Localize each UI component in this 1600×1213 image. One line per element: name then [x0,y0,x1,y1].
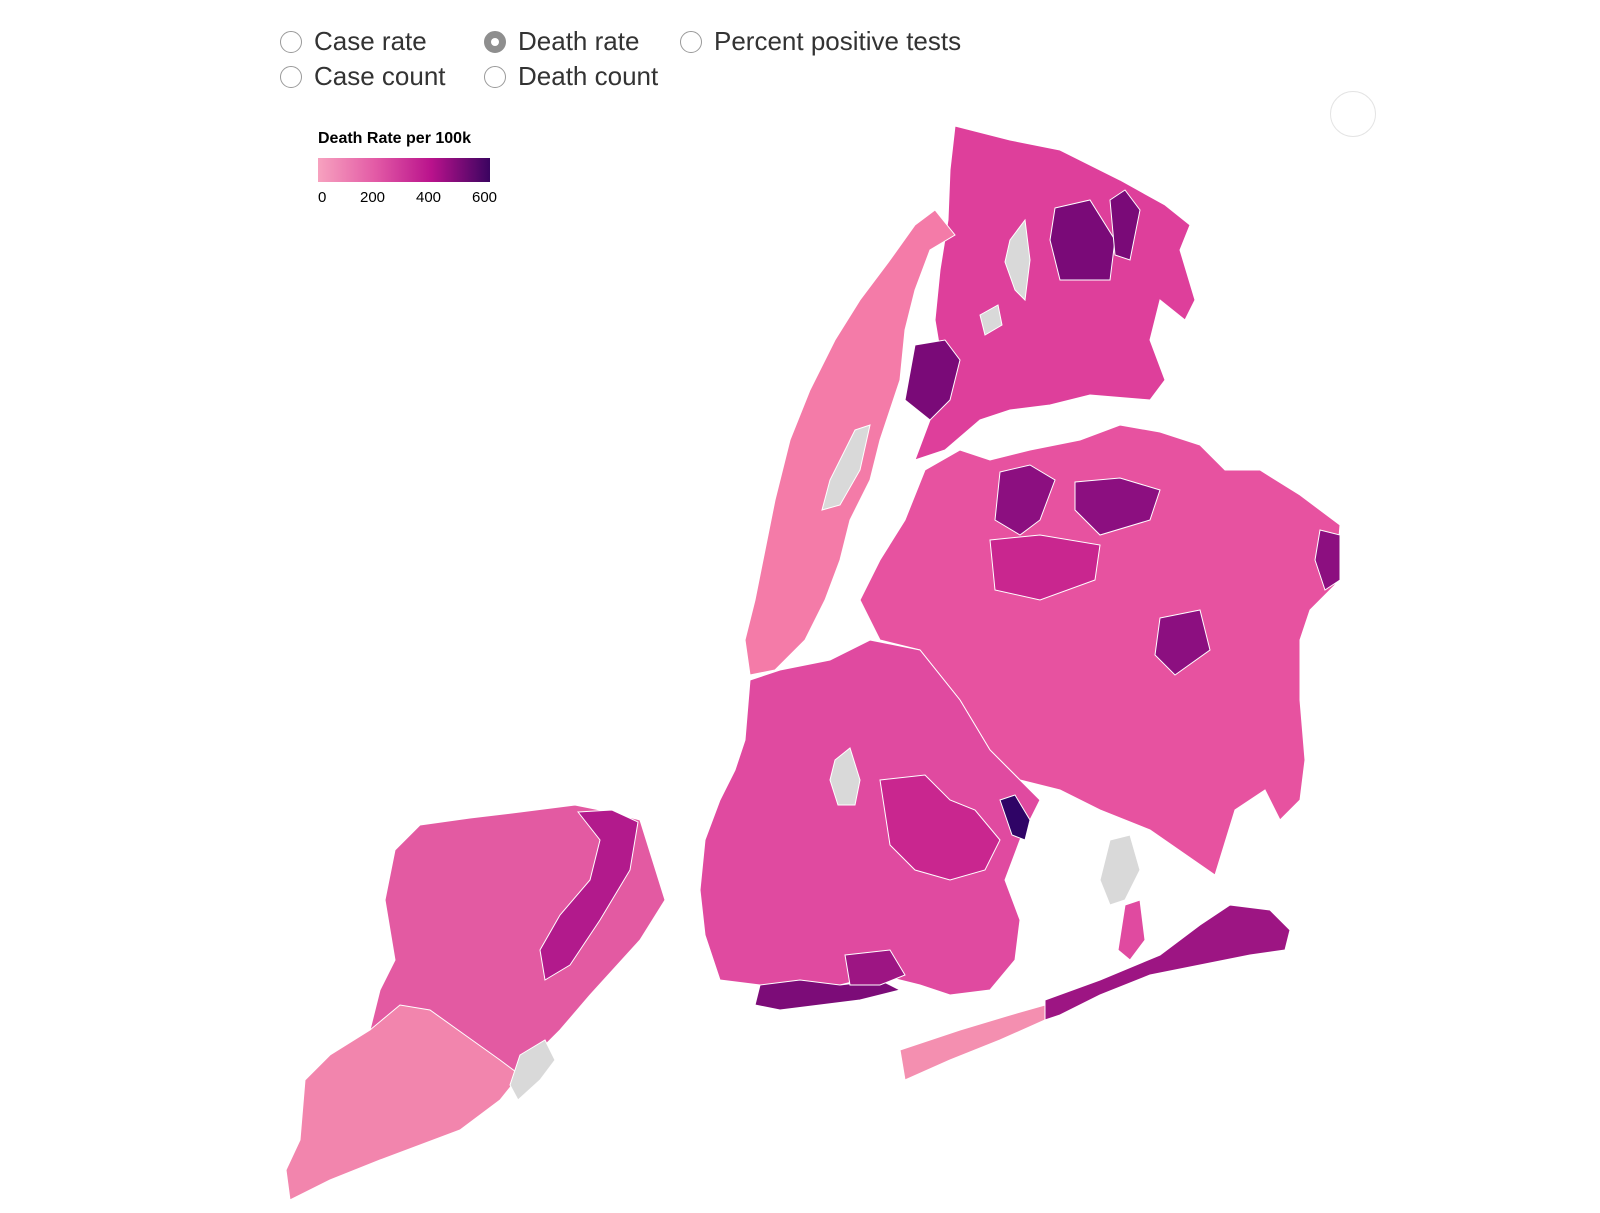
region-queens-hot-1[interactable] [994,464,1056,536]
radio-circle-icon[interactable] [680,30,702,53]
legend-title: Death Rate per 100k [318,130,471,147]
region-si-no-data[interactable] [509,1039,556,1101]
region-jfk-no-data[interactable] [1099,834,1141,906]
radio-label: Case rate [314,26,427,56]
region-brooklyn[interactable] [699,639,1041,996]
region-brooklyn-south[interactable] [879,774,1001,881]
region-queens-mid-1[interactable] [989,534,1101,601]
radio-circle-icon[interactable] [280,65,302,88]
region-brooklyn-no-data[interactable] [829,747,861,806]
radio-percent-positive-tests[interactable]: Percent positive tests [680,26,961,57]
map-reset-button[interactable] [1330,91,1376,137]
radio-selected-icon[interactable] [484,30,506,53]
color-legend: Death Rate per 100k 0 200 400 600 [318,130,518,207]
radio-circle-icon[interactable] [280,30,302,53]
radio-label: Case count [314,61,446,91]
region-brooklyn-darkest[interactable] [999,794,1031,841]
region-queens-hot-3[interactable] [1154,609,1211,676]
region-bronx[interactable] [914,125,1196,461]
legend-tick-label: 400 [416,189,442,206]
legend-tick-label: 600 [472,189,498,206]
region-bronx-hot-1[interactable] [1049,199,1116,281]
radio-death-count[interactable]: Death count [484,61,658,92]
region-bronx-no-data-1[interactable] [1004,218,1031,302]
region-rockaway-west[interactable] [899,1004,1046,1081]
radio-label: Death rate [518,26,640,56]
region-bronx-hot-3[interactable] [1109,189,1141,261]
metric-selector: Case rate Death rate Percent positive te… [0,0,1600,100]
region-rockaway[interactable] [1044,904,1291,1021]
region-coney-island[interactable] [754,979,902,1011]
radio-label: Death count [518,61,659,91]
radio-label: Percent positive tests [714,26,962,56]
radio-case-rate[interactable]: Case rate [280,26,427,57]
region-bronx-hot-2[interactable] [904,339,961,421]
region-brighton[interactable] [844,949,906,986]
region-si-north-shore[interactable] [539,809,639,981]
region-manhattan-no-data[interactable] [821,424,871,511]
legend-ticks: 0 200 400 600 [318,187,518,207]
radio-circle-icon[interactable] [484,65,506,88]
region-queens-hot-4[interactable] [1314,529,1341,591]
legend-tick-label: 0 [318,189,327,206]
radio-death-rate[interactable]: Death rate [484,26,639,57]
region-queens-hot-2[interactable] [1074,477,1161,536]
radio-case-count[interactable]: Case count [280,61,446,92]
region-broad-channel[interactable] [1117,899,1146,961]
legend-gradient-bar [318,158,490,182]
region-staten-island-south[interactable] [285,1004,521,1201]
legend-tick-label: 200 [360,189,386,206]
region-bronx-no-data-2[interactable] [979,304,1003,336]
